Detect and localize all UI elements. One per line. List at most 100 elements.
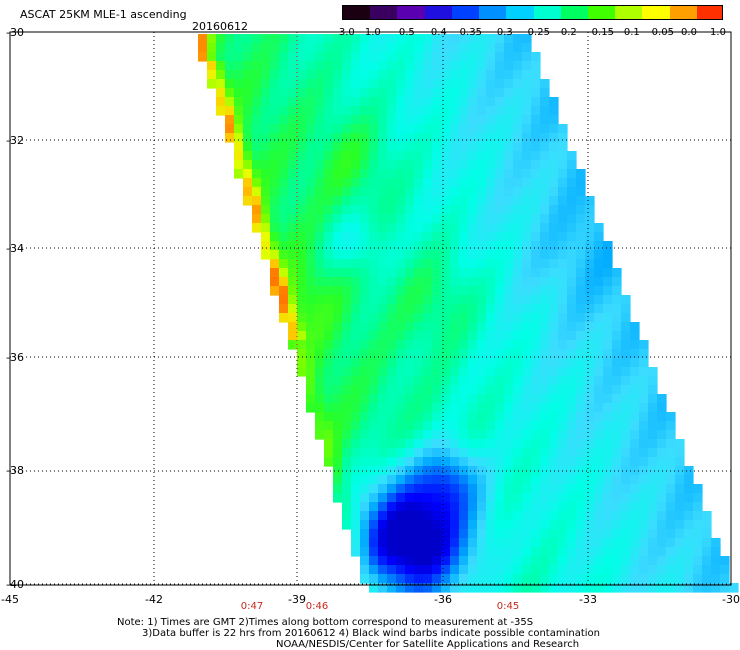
swath-cell — [369, 448, 379, 458]
swath-cell — [639, 556, 649, 566]
swath-cell — [297, 151, 307, 161]
swath-cell — [468, 538, 478, 548]
swath-cell — [324, 448, 334, 458]
swath-cell — [288, 52, 298, 62]
swath-cell — [468, 583, 478, 593]
swath-cell — [693, 493, 703, 503]
swath-cell — [558, 520, 568, 530]
swath-cell — [513, 196, 523, 206]
swath-cell — [621, 511, 631, 521]
swath-cell — [243, 196, 253, 206]
swath-cell — [324, 277, 334, 287]
swath-cell — [306, 34, 316, 44]
swath-cell — [540, 322, 550, 332]
swath-cell — [540, 475, 550, 485]
swath-cell — [369, 394, 379, 404]
swath-cell — [414, 61, 424, 71]
swath-cell — [657, 466, 667, 476]
swath-cell — [558, 421, 568, 431]
swath-cell — [378, 340, 388, 350]
swath-cell — [468, 295, 478, 305]
swath-cell — [504, 295, 514, 305]
swath-cell — [567, 286, 577, 296]
swath-cell — [441, 259, 451, 269]
swath-cell — [477, 331, 487, 341]
swath-cell — [324, 367, 334, 377]
swath-cell — [531, 511, 541, 521]
swath-cell — [558, 547, 568, 557]
swath-cell — [360, 178, 370, 188]
swath-cell — [504, 313, 514, 323]
swath-cell — [531, 583, 541, 593]
swath-cell — [405, 493, 415, 503]
swath-cell — [306, 250, 316, 260]
lat-label-32: -32 — [6, 134, 24, 147]
swath-cell — [675, 466, 685, 476]
swath-cell — [495, 277, 505, 287]
swath-cell — [405, 475, 415, 485]
swath-cell — [414, 448, 424, 458]
swath-cell — [675, 583, 685, 593]
swath-cell — [450, 484, 460, 494]
swath-cell — [405, 250, 415, 260]
swath-cell — [333, 286, 343, 296]
swath-cell — [369, 70, 379, 80]
swath-cell — [558, 574, 568, 584]
swath-cell — [486, 493, 496, 503]
swath-cell — [495, 70, 505, 80]
swath-cell — [441, 196, 451, 206]
swath-cell — [414, 124, 424, 134]
swath-cell — [261, 124, 271, 134]
swath-cell — [342, 304, 352, 314]
pass-time-label: 0:47 — [240, 601, 264, 612]
colorbar-segment — [560, 6, 589, 19]
swath-cell — [666, 556, 676, 566]
swath-cell — [441, 295, 451, 305]
swath-cell — [243, 169, 253, 179]
swath-cell — [612, 520, 622, 530]
swath-cell — [378, 124, 388, 134]
swath-cell — [396, 43, 406, 53]
swath-cell — [324, 376, 334, 386]
swath-cell — [495, 457, 505, 467]
colorbar-segment — [669, 6, 698, 19]
swath-cell — [396, 232, 406, 242]
swath-cell — [387, 583, 397, 593]
swath-cell — [360, 439, 370, 449]
swath-cell — [333, 475, 343, 485]
swath-cell — [513, 43, 523, 53]
swath-cell — [495, 160, 505, 170]
swath-cell — [252, 178, 262, 188]
swath-cell — [297, 169, 307, 179]
swath-cell — [603, 475, 613, 485]
swath-cell — [324, 232, 334, 242]
swath-cell — [558, 511, 568, 521]
swath-cell — [585, 403, 595, 413]
swath-cell — [333, 466, 343, 476]
swath-cell — [396, 70, 406, 80]
swath-cell — [351, 124, 361, 134]
swath-cell — [558, 196, 568, 206]
swath-cell — [468, 52, 478, 62]
swath-cell — [693, 529, 703, 539]
swath-cell — [531, 385, 541, 395]
swath-cell — [486, 394, 496, 404]
swath-cell — [522, 178, 532, 188]
swath-cell — [351, 232, 361, 242]
swath-cell — [558, 241, 568, 251]
swath-cell — [594, 367, 604, 377]
swath-cell — [630, 430, 640, 440]
swath-cell — [468, 187, 478, 197]
swath-cell — [351, 196, 361, 206]
swath-cell — [324, 439, 334, 449]
swath-cell — [531, 547, 541, 557]
swath-cell — [621, 457, 631, 467]
swath-cell — [432, 457, 442, 467]
swath-cell — [594, 511, 604, 521]
swath-cell — [513, 439, 523, 449]
swath-cell — [405, 142, 415, 152]
swath-cell — [531, 403, 541, 413]
swath-cell — [477, 448, 487, 458]
swath-cell — [522, 538, 532, 548]
swath-cell — [441, 160, 451, 170]
